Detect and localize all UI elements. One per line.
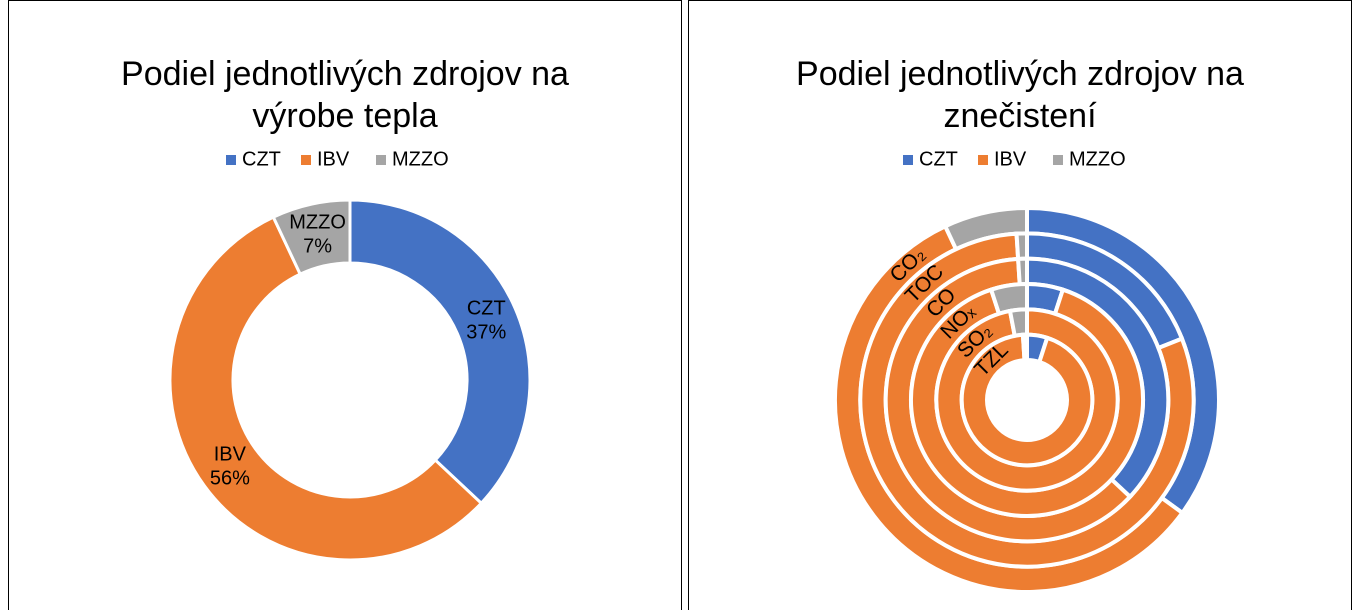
donut-slice: [168, 215, 484, 562]
title-line: znečistení: [943, 97, 1097, 135]
donut-slice: [348, 198, 532, 506]
ring-segment: [1007, 307, 1029, 339]
data-label: 37%: [466, 321, 506, 343]
legend-label: IBV: [994, 148, 1027, 170]
data-label-name: IBV: [214, 444, 247, 466]
data-label: 7%: [303, 235, 332, 257]
data-label-name: MZZO: [289, 211, 346, 233]
chart-title: Podiel jednotlivých zdrojov na znečistení: [796, 55, 1244, 135]
donut-slice: [271, 198, 352, 277]
title-line: Podiel jednotlivých zdrojov na: [796, 55, 1244, 93]
legend-label: IBV: [317, 148, 350, 170]
legend-swatch: [226, 155, 236, 165]
legend-label: CZT: [242, 148, 281, 170]
ring-segment: [1016, 256, 1029, 287]
ring-segment: [959, 332, 1095, 468]
legend-label: MZZO: [392, 148, 449, 170]
legend-swatch: [903, 155, 913, 165]
title-line: výrobe tepla: [252, 97, 437, 135]
ring-segment: [1020, 332, 1029, 363]
legend-swatch: [301, 155, 311, 165]
title-line: Podiel jednotlivých zdrojov na: [121, 55, 569, 93]
data-label-name: CZT: [467, 297, 506, 319]
legend-swatch: [1053, 155, 1063, 165]
legend-label: MZZO: [1069, 148, 1126, 170]
legend-swatch: [376, 155, 386, 165]
legend-swatch: [978, 155, 988, 165]
chart-title: Podiel jednotlivých zdrojov na výrobe tep…: [121, 55, 569, 135]
data-label: 56%: [210, 468, 250, 490]
ring-segment: [1014, 231, 1029, 262]
legend-label: CZT: [919, 148, 958, 170]
